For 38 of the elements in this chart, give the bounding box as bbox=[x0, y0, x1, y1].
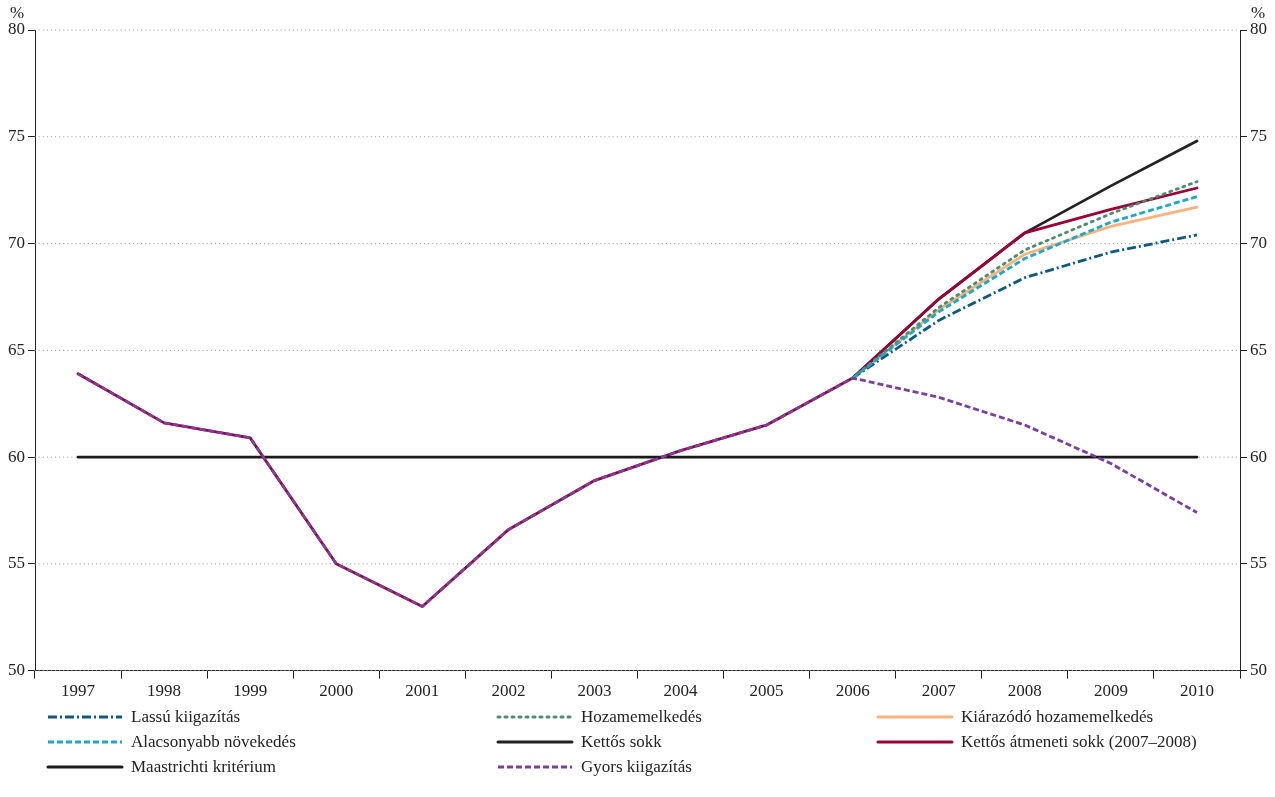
legend-label: Hozamemelkedés bbox=[581, 706, 702, 727]
x-tick-label: 2009 bbox=[1093, 681, 1128, 701]
y-axis-title: % bbox=[9, 2, 25, 22]
legend-label: Alacsonyabb növekedés bbox=[131, 731, 296, 752]
y2-tick-label: 55 bbox=[1250, 553, 1267, 573]
x-tick-label: 2001 bbox=[405, 681, 440, 701]
legend-label: Kiárazódó hozamemelkedés bbox=[961, 706, 1154, 727]
x-tick-label: 2000 bbox=[319, 681, 354, 701]
y-tick-label: 60 bbox=[8, 446, 25, 466]
x-tick-label: 2006 bbox=[835, 681, 870, 701]
y-tick-label: 65 bbox=[8, 339, 25, 359]
x-tick-label: 1998 bbox=[147, 681, 182, 701]
y2-tick-label: 50 bbox=[1250, 660, 1267, 680]
y2-tick-label: 75 bbox=[1250, 126, 1267, 146]
legend-label: Gyors kiigazítás bbox=[581, 756, 692, 777]
legend-label: Kettős átmeneti sokk (2007–2008) bbox=[961, 731, 1197, 752]
x-tick-label: 2003 bbox=[577, 681, 612, 701]
y2-axis-title: % bbox=[1250, 2, 1266, 22]
y2-tick-label: 80 bbox=[1250, 19, 1267, 39]
y-tick-label: 50 bbox=[8, 660, 25, 680]
legend-label: Maastrichti kritérium bbox=[131, 756, 276, 777]
x-tick-label: 1997 bbox=[61, 681, 96, 701]
y2-tick-label: 65 bbox=[1250, 339, 1267, 359]
y-tick-label: 70 bbox=[8, 233, 25, 252]
x-tick-label: 2002 bbox=[491, 681, 526, 701]
legend-label: Kettős sokk bbox=[581, 731, 662, 752]
x-tick-label: 2004 bbox=[663, 681, 699, 701]
legend-label: Lassú kiigazítás bbox=[131, 706, 241, 727]
x-tick-label: 2008 bbox=[1007, 681, 1042, 701]
y2-tick-label: 60 bbox=[1250, 446, 1267, 466]
y2-tick-label: 70 bbox=[1250, 233, 1267, 252]
x-tick-label: 2005 bbox=[749, 681, 784, 701]
x-tick-label: 2010 bbox=[1179, 681, 1214, 701]
y-tick-label: 55 bbox=[8, 553, 25, 573]
y-tick-label: 75 bbox=[8, 126, 25, 146]
y-tick-label: 80 bbox=[8, 19, 25, 39]
x-tick-label: 1999 bbox=[233, 681, 268, 701]
x-tick-label: 2007 bbox=[921, 681, 957, 701]
